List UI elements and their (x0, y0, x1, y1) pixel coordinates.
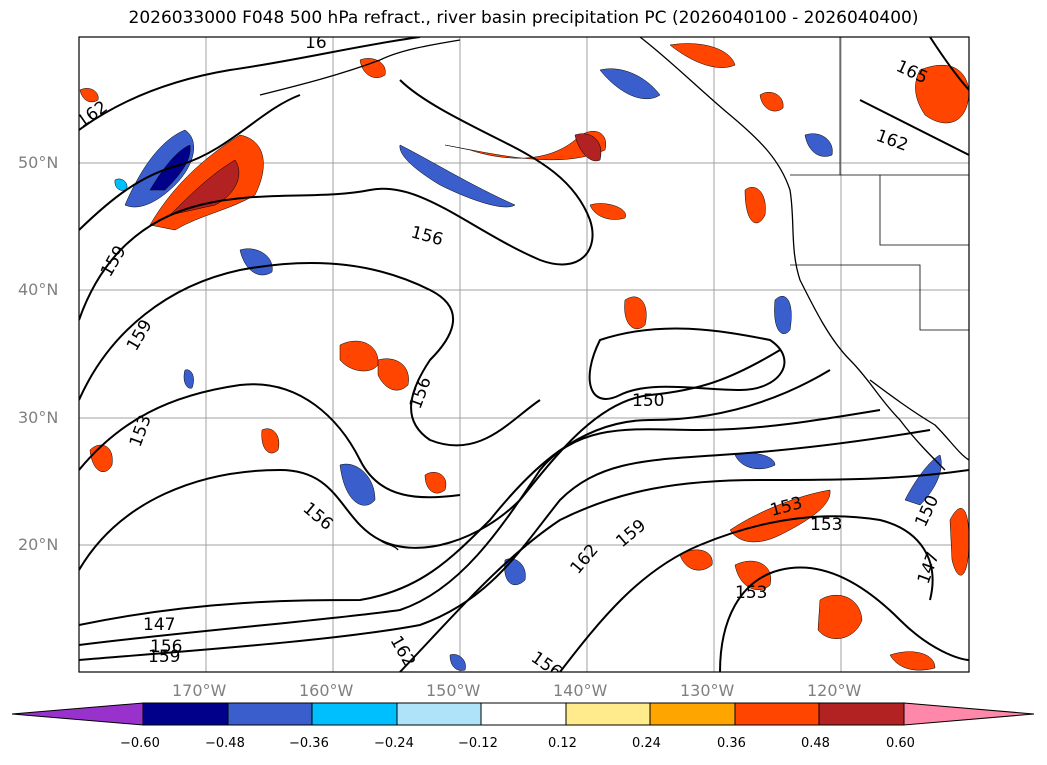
lat-label: 20°N (18, 535, 59, 554)
gridlines (79, 37, 969, 672)
lon-label: 120°W (807, 681, 862, 700)
colorbar-tick-label: 0.24 (632, 736, 661, 751)
plot-frame (78, 36, 970, 673)
lon-label: 150°W (426, 681, 481, 700)
negative-anomaly-areas (114, 68, 942, 671)
contour-label: 150 (632, 391, 664, 411)
lon-label: 130°W (680, 681, 735, 700)
colorbar-segment (818, 702, 905, 726)
contour-label: 159 (148, 647, 180, 667)
colorbar (11, 702, 1035, 726)
colorbar-segment (396, 702, 482, 726)
colorbar-segment-extend-high (903, 702, 1035, 726)
refractivity-contours (79, 37, 969, 672)
colorbar-tick-label: 0.60 (886, 736, 915, 751)
lon-label: 170°W (172, 681, 227, 700)
colorbar-segment (142, 702, 229, 726)
colorbar-segment (480, 702, 567, 726)
colorbar-segment (311, 702, 398, 726)
colorbar-tick-label: −0.60 (120, 736, 160, 751)
lon-label: 140°W (553, 681, 608, 700)
positive-anomaly-areas (79, 43, 969, 671)
colorbar-segment-extend-low (11, 702, 144, 726)
lat-label: 40°N (18, 280, 59, 299)
colorbar-segment (227, 702, 313, 726)
colorbar-tick-label: −0.12 (458, 736, 498, 751)
colorbar-segment (734, 702, 820, 726)
lat-label: 30°N (18, 408, 59, 427)
contour-label: 153 (735, 583, 767, 603)
colorbar-tick-label: 0.12 (548, 736, 577, 751)
lat-label: 50°N (18, 153, 59, 172)
colorbar-tick-label: −0.24 (374, 736, 414, 751)
colorbar-tick-label: 0.36 (717, 736, 746, 751)
coastlines (259, 37, 969, 551)
map-title: 2026033000 F048 500 hPa refract., river … (128, 8, 919, 28)
colorbar-tick-label: 0.48 (801, 736, 830, 751)
contour-label: 16 (305, 33, 327, 53)
colorbar-tick-label: −0.36 (289, 736, 329, 751)
lon-label: 160°W (299, 681, 354, 700)
contour-label: 153 (810, 515, 842, 535)
colorbar-tick-label: −0.48 (205, 736, 245, 751)
colorbar-segment (565, 702, 651, 726)
contour-label: 156 (150, 637, 182, 657)
contour-label: 147 (143, 615, 175, 635)
colorbar-segment (649, 702, 736, 726)
borders (790, 37, 969, 331)
